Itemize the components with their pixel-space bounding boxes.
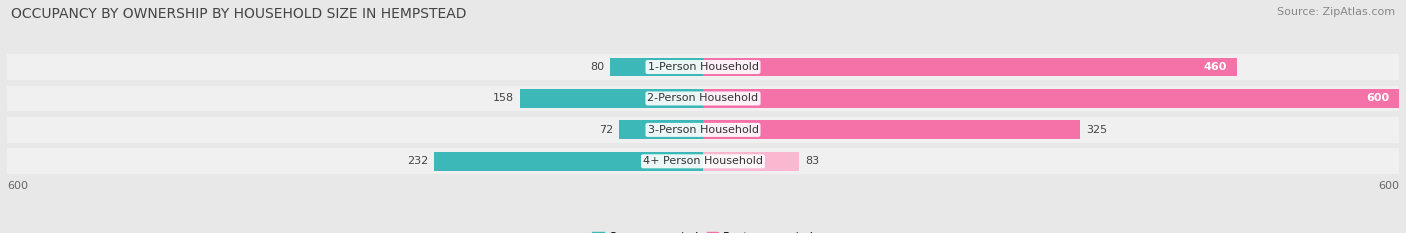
Text: Source: ZipAtlas.com: Source: ZipAtlas.com (1277, 7, 1395, 17)
Bar (434, 152, 703, 171)
Text: 72: 72 (599, 125, 613, 135)
Text: 232: 232 (406, 156, 427, 166)
Bar (620, 120, 703, 139)
Bar (610, 58, 703, 76)
Text: 3-Person Household: 3-Person Household (648, 125, 758, 135)
Bar (7, 86, 1399, 111)
Legend: Owner-occupied, Renter-occupied: Owner-occupied, Renter-occupied (588, 227, 818, 233)
Bar (703, 152, 799, 171)
Text: 600: 600 (1367, 93, 1389, 103)
Text: 325: 325 (1085, 125, 1107, 135)
Bar (703, 58, 1237, 76)
Text: 460: 460 (1204, 62, 1227, 72)
Bar (7, 117, 1399, 143)
Text: 83: 83 (806, 156, 820, 166)
Text: OCCUPANCY BY OWNERSHIP BY HOUSEHOLD SIZE IN HEMPSTEAD: OCCUPANCY BY OWNERSHIP BY HOUSEHOLD SIZE… (11, 7, 467, 21)
Text: 80: 80 (591, 62, 605, 72)
Text: 2-Person Household: 2-Person Household (647, 93, 759, 103)
Bar (7, 54, 1399, 80)
Text: 4+ Person Household: 4+ Person Household (643, 156, 763, 166)
Bar (703, 89, 1399, 108)
Text: 600: 600 (7, 181, 28, 191)
Text: 158: 158 (494, 93, 515, 103)
Bar (7, 148, 1399, 174)
Bar (703, 120, 1080, 139)
Text: 600: 600 (1378, 181, 1399, 191)
Bar (520, 89, 703, 108)
Text: 1-Person Household: 1-Person Household (648, 62, 758, 72)
